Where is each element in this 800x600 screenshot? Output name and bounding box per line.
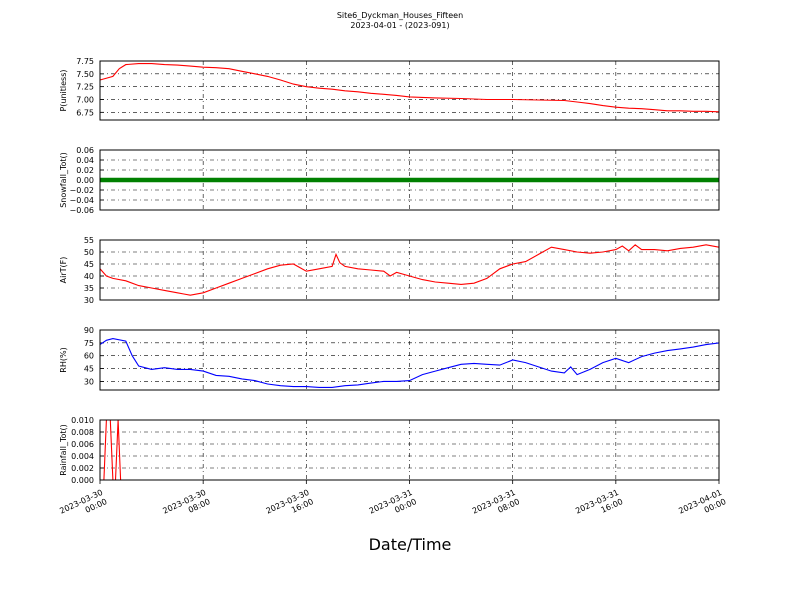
frame-p [99, 60, 720, 121]
y-axis-label-rh: RH(%) [59, 347, 68, 372]
ytick-label-rainfall-3: 0.006 [71, 440, 94, 449]
figure-title: Site6_Dyckman_Houses_Fifteen [337, 11, 463, 20]
y-axis-label-airt: AirT(F) [59, 257, 68, 284]
ytick-label-p-2: 7.25 [76, 83, 94, 92]
ytick-label-p-4: 7.75 [76, 57, 94, 66]
panel-p: 6.75 7.00 7.25 7.50 7.75 P(unitless) [59, 57, 720, 121]
ytick-label-snowfall-0: 0.06 [76, 146, 94, 155]
x-axis-label: Date/Time [369, 535, 452, 554]
ytick-label-airt-0: 30 [84, 296, 94, 305]
ytick-label-snowfall-1: 0.04 [76, 156, 94, 165]
ytick-label-rh-4: 90 [84, 326, 94, 335]
ytick-label-rh-2: 60 [84, 352, 94, 361]
ytick-label-rh-3: 75 [84, 339, 94, 348]
ytick-label-rainfall-0: 0.000 [71, 476, 94, 485]
ytick-label-rainfall-5: 0.010 [71, 416, 94, 425]
panel-rainfall: 0.000 0.002 0.004 0.006 0.008 0.010Rainfall_T… [59, 416, 720, 485]
ytick-label-airt-1: 35 [84, 284, 94, 293]
ytick-label-p-0: 6.75 [76, 108, 94, 117]
ytick-label-snowfall-2: 0.02 [76, 166, 94, 175]
frame-rh [99, 329, 720, 391]
ytick-label-p-3: 7.50 [76, 70, 94, 79]
ytick-label-p-1: 7.00 [76, 95, 94, 104]
ytick-label-snowfall-6: −0.06 [69, 206, 94, 215]
ytick-label-snowfall-4: −0.02 [69, 186, 94, 195]
panels: 6.757.007.257.507.75P(unitless)0.060.040… [59, 57, 720, 485]
ytick-label-airt-3: 45 [84, 260, 94, 269]
ytick-label-rh-1: 45 [84, 365, 94, 374]
ytick-label-airt-4: 50 [84, 248, 94, 257]
ytick-label-rh-0: 30 [84, 377, 94, 386]
panel-snowfall: 0.060.040.020.00−0.02−0.04−0.06Snowfall_… [59, 146, 720, 215]
frame-airt [99, 239, 720, 301]
frame-snowfall [99, 149, 720, 211]
series-airt-line [99, 244, 720, 296]
ytick-label-rainfall-2: 0.004 [71, 452, 94, 461]
panel-rh: 30 45 60 75 90 RH(%) [59, 326, 720, 391]
figure-subtitle: 2023-04-01 - (2023-091) [350, 21, 449, 30]
ytick-label-rainfall-1: 0.002 [71, 464, 94, 473]
ytick-label-snowfall-3: 0.00 [76, 176, 94, 185]
series-p-line [99, 63, 720, 113]
ytick-label-airt-2: 40 [84, 272, 94, 281]
panel-airt: 30 35 40 45 50 55 AirT(F) [59, 236, 720, 305]
ytick-label-airt-5: 55 [84, 236, 94, 245]
y-axis-label-p: P(unitless) [59, 69, 68, 111]
y-axis-label-rainfall: Rainfall_Tot() [59, 424, 68, 476]
ytick-label-rainfall-4: 0.008 [71, 428, 94, 437]
series-rh-line [99, 338, 720, 388]
ytick-label-snowfall-5: −0.04 [69, 196, 94, 205]
y-axis-label-snowfall: Snowfall_Tot() [59, 152, 68, 208]
